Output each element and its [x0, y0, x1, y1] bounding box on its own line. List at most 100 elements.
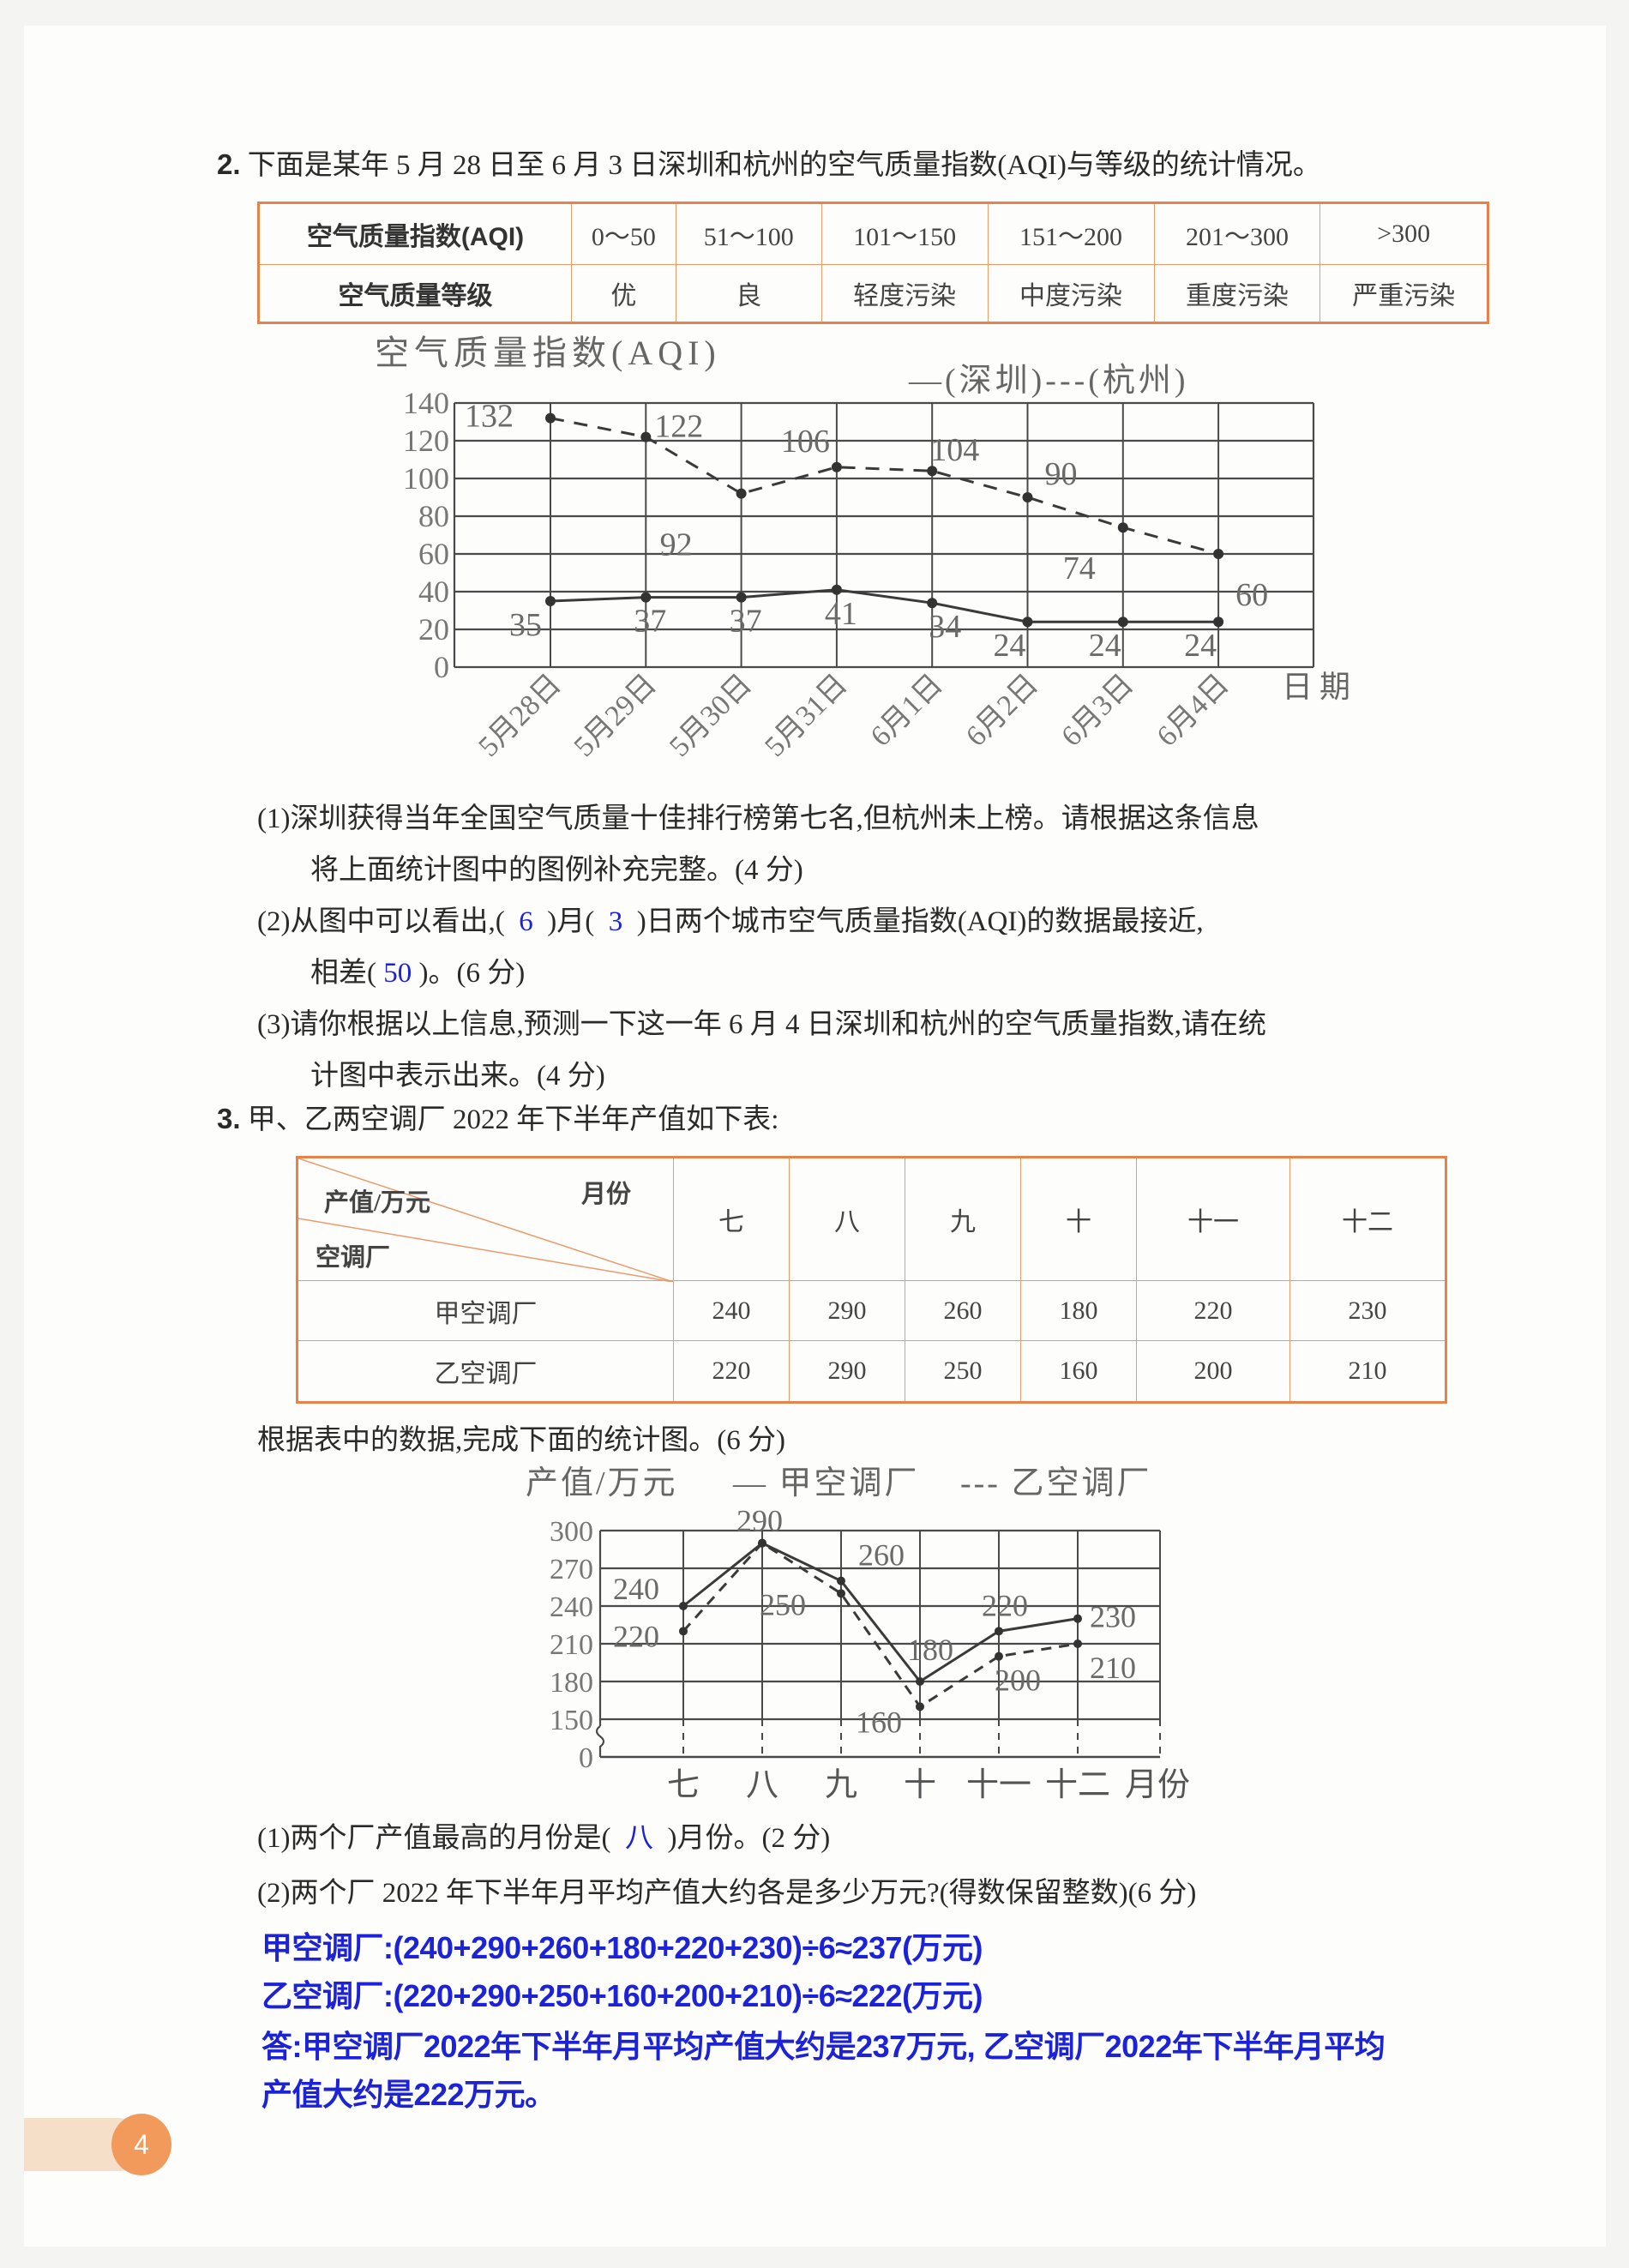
sub-question-2-1-cont: 将上面统计图中的图例补充完整。(4 分)	[310, 853, 803, 887]
month-header: 八	[788, 1157, 905, 1281]
data-point	[758, 1538, 766, 1548]
data-point	[916, 1702, 924, 1712]
sub-question-2-2: (2)从图中可以看出,( 6 )月( 3 )日两个城市空气质量指数(AQI)的数…	[257, 905, 1204, 939]
question-text: 甲、乙两空调厂 2022 年下半年产值如下表:	[247, 1104, 779, 1135]
sub-question-3-2: (2)两个厂 2022 年下半年月平均产值大约各是多少万元?(得数保留整数)(6…	[257, 1878, 1197, 1909]
data-point	[1073, 1639, 1082, 1648]
value-cell: 200	[1135, 1340, 1291, 1403]
x-tick-label: 5月30日	[664, 668, 758, 762]
x-tick-label: 5月28日	[472, 668, 567, 762]
answer-difference: 50	[383, 958, 412, 989]
data-point	[927, 466, 938, 477]
value-cell: 260	[904, 1279, 1021, 1342]
data-point	[1213, 617, 1224, 628]
data-point	[736, 488, 747, 499]
answer-day: 3	[608, 906, 623, 937]
value-cell: 180	[1019, 1279, 1137, 1342]
row-header-level: 空气质量等级	[258, 264, 572, 323]
question-number: 2.	[217, 148, 241, 180]
line: 将上面统计图中的图例补充完整。(4 分)	[310, 855, 803, 886]
value-cell: 220	[673, 1340, 790, 1403]
data-point	[640, 431, 652, 442]
value-cell: 160	[1019, 1340, 1137, 1403]
y-tick-label: 270	[550, 1554, 593, 1585]
data-label: 24	[994, 628, 1026, 664]
data-point	[916, 1677, 924, 1686]
aqi-level: 严重污染	[1319, 264, 1488, 323]
production-table: 月份 产值/万元 空调厂 七 八 九 十 十一 十二 甲空调厂 240 290 …	[296, 1156, 1447, 1404]
data-point	[1022, 492, 1033, 502]
chart-instruction: 根据表中的数据,完成下面的统计图。(6 分)	[257, 1425, 785, 1456]
sub-question-2-1: (1)深圳获得当年全国空气质量十佳排行榜第七名,但杭州未上榜。请根据这条信息	[257, 802, 1259, 836]
value-cell: 210	[1289, 1340, 1446, 1403]
aqi-level: 中度污染	[987, 264, 1155, 323]
text: )。(6 分)	[418, 958, 526, 989]
data-point	[1073, 1614, 1082, 1623]
axis-break-icon	[595, 1725, 605, 1757]
text: )月(	[547, 906, 595, 937]
x-tick-label: 6月2日	[960, 668, 1044, 752]
data-label: 230	[1090, 1600, 1136, 1634]
data-label: 37	[730, 604, 762, 640]
y-tick-label: 60	[418, 537, 449, 571]
y-tick-label: 0	[434, 650, 449, 684]
factory-name: 甲空调厂	[297, 1279, 674, 1342]
data-label: 37	[634, 604, 666, 640]
y-tick-label: 0	[579, 1742, 593, 1774]
aqi-range: 201～300	[1153, 202, 1321, 265]
data-label: 34	[929, 609, 961, 645]
text: )月份。(2 分)	[667, 1823, 831, 1854]
x-tick-label: 十二	[1045, 1767, 1110, 1803]
y-tick-label: 100	[403, 461, 449, 496]
data-point	[545, 412, 556, 424]
month-header: 九	[904, 1157, 1021, 1281]
month-header: 十	[1019, 1157, 1137, 1281]
y-tick-label: 120	[403, 424, 449, 458]
corner-factory-label: 空调厂	[316, 1244, 391, 1272]
data-label: 122	[654, 409, 703, 445]
text: 相差(	[310, 958, 376, 989]
value-cell: 240	[673, 1279, 790, 1342]
data-point	[1117, 522, 1128, 533]
data-point	[1117, 617, 1128, 628]
data-label: 160	[856, 1705, 902, 1739]
data-point	[995, 1651, 1003, 1661]
corner-header: 月份 产值/万元 空调厂	[297, 1157, 674, 1282]
diagonal-lines	[298, 1158, 673, 1282]
data-point	[679, 1602, 688, 1610]
data-label: 41	[825, 596, 857, 632]
data-label: 24	[1184, 628, 1217, 664]
sub-question-3-1: (1)两个厂产值最高的月份是( 八 )月份。(2 分)	[257, 1821, 830, 1856]
value-cell: 290	[788, 1279, 905, 1342]
aqi-level: 优	[571, 264, 676, 323]
data-point	[837, 1589, 845, 1598]
x-tick-label: 5月29日	[568, 668, 663, 762]
series-line-yi	[682, 1541, 1079, 1709]
y-tick-label: 80	[418, 499, 449, 533]
value-cell: 220	[1135, 1279, 1291, 1342]
legend-entry: --- 乙空调厂	[960, 1465, 1151, 1501]
data-point	[640, 592, 652, 603]
text: (2)从图中可以看出,(	[257, 906, 505, 937]
data-label: 104	[930, 432, 979, 468]
data-label: 260	[858, 1538, 905, 1573]
value-cell: 290	[788, 1340, 905, 1403]
data-label: 24	[1089, 628, 1121, 664]
corner-month-label: 月份	[581, 1181, 632, 1208]
data-label: 106	[781, 424, 830, 460]
y-tick-label: 180	[550, 1667, 593, 1699]
x-axis-label: 日期	[1282, 670, 1357, 704]
aqi-range: 0～50	[571, 202, 676, 265]
data-label: 210	[1090, 1651, 1136, 1685]
series-line-hangzhou	[550, 417, 1219, 556]
data-label: 250	[760, 1587, 806, 1621]
y-tick-label: 210	[550, 1629, 593, 1661]
y-tick-label: 20	[418, 612, 449, 647]
y-tick-label: 150	[550, 1705, 593, 1736]
series-line-shenzhen	[550, 588, 1219, 623]
answer-line: 甲空调厂:(240+290+260+180+220+230)÷6≈237(万元)	[261, 1930, 983, 1965]
x-axis-label: 月份	[1125, 1767, 1190, 1803]
worksheet-page	[24, 26, 1606, 2247]
x-tick-label: 十一	[966, 1767, 1031, 1803]
